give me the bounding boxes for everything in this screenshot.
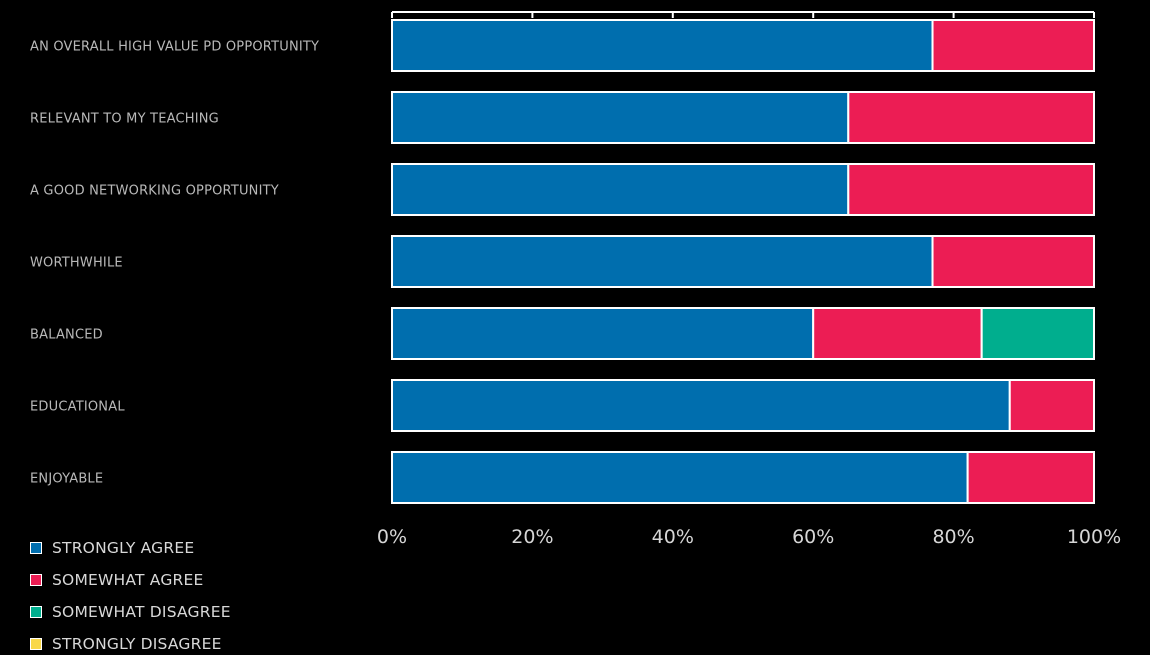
bar-segment	[391, 235, 934, 288]
bar-segment	[391, 163, 850, 216]
legend-label-strongly-agree: STRONGLY AGREE	[52, 539, 195, 557]
x-tick-label: 0%	[377, 526, 407, 548]
bar-segment	[1008, 379, 1096, 432]
legend-swatch-somewhat-disagree	[30, 606, 42, 618]
x-tick-label: 60%	[792, 526, 834, 548]
legend-swatch-strongly-disagree	[30, 638, 42, 650]
bar-segment	[931, 19, 1095, 72]
x-tick-label: 80%	[932, 526, 974, 548]
bar-segment	[980, 307, 1095, 360]
legend-label-strongly-disagree: STRONGLY DISAGREE	[52, 635, 222, 653]
category-label: ENJOYABLE	[30, 472, 103, 487]
category-label: AN OVERALL HIGH VALUE PD OPPORTUNITY	[30, 40, 319, 55]
bar-segment	[812, 307, 983, 360]
bar-segment	[847, 91, 1095, 144]
bar-segment	[931, 235, 1095, 288]
legend-item-somewhat-disagree: SOMEWHAT DISAGREE	[30, 601, 231, 623]
legend-swatch-somewhat-agree	[30, 574, 42, 586]
category-label: EDUCATIONAL	[30, 400, 125, 415]
legend-swatch-strongly-agree	[30, 542, 42, 554]
bar-segment	[391, 379, 1011, 432]
category-label: RELEVANT TO MY TEACHING	[30, 112, 219, 127]
legend-item-strongly-agree: STRONGLY AGREE	[30, 537, 194, 559]
legend-item-somewhat-agree: SOMEWHAT AGREE	[30, 569, 203, 591]
legend-label-somewhat-agree: SOMEWHAT AGREE	[52, 571, 204, 589]
legend-label-somewhat-disagree: SOMEWHAT DISAGREE	[52, 603, 231, 621]
legend-item-strongly-disagree: STRONGLY DISAGREE	[30, 633, 222, 655]
bar-segment	[391, 19, 934, 72]
bar-segment	[847, 163, 1095, 216]
bar-segment	[391, 91, 850, 144]
category-label: BALANCED	[30, 328, 103, 343]
x-tick-label: 100%	[1067, 526, 1121, 548]
category-label: A GOOD NETWORKING OPPORTUNITY	[30, 184, 279, 199]
x-tick-label: 40%	[652, 526, 694, 548]
bar-segment	[391, 307, 815, 360]
bar-segment	[966, 451, 1096, 504]
chart-legend: STRONGLY AGREE SOMEWHAT AGREE SOMEWHAT D…	[30, 537, 430, 655]
x-tick-label: 20%	[511, 526, 553, 548]
category-label: WORTHWHILE	[30, 256, 123, 271]
bar-segment	[391, 451, 969, 504]
